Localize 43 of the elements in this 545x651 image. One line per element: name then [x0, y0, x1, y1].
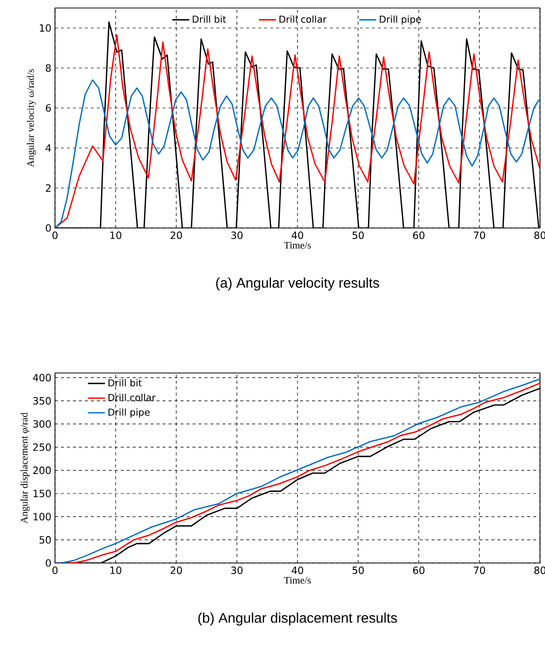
- y-tick-label: 250: [33, 443, 51, 451]
- y-tick-label: 4: [46, 144, 51, 152]
- x-tick-label: 60: [413, 566, 424, 574]
- y-tick-label: 0: [46, 224, 51, 232]
- x-tick-label: 50: [352, 566, 364, 574]
- y-tick-label: 0: [46, 559, 51, 567]
- x-tick-label: 40: [292, 566, 304, 574]
- text: (a) Angular velocity results: [216, 278, 380, 291]
- x-tick-label: 30: [231, 566, 243, 574]
- legend-label: Drill collar: [108, 394, 156, 402]
- x-tick-label: 30: [231, 232, 243, 240]
- legend-label: Drill bit: [108, 379, 142, 386]
- y-tick-label: 6: [46, 104, 51, 112]
- y-tick-label: 350: [33, 397, 51, 405]
- y-tick-label: 400: [32, 374, 51, 382]
- x-tick-label: 20: [170, 232, 182, 240]
- x-tick-label: 10: [110, 232, 122, 240]
- x-tick-label: 0: [52, 232, 58, 240]
- y-tick-label: 10: [40, 24, 51, 32]
- x-tick-label: 40: [292, 232, 304, 240]
- y-tick-label: 300: [33, 420, 51, 428]
- x-tick-label: 60: [413, 232, 424, 240]
- x-tick-label: 70: [474, 566, 486, 574]
- x-tick-label: 50: [352, 232, 364, 240]
- y-axis-title: Angular displacement φ/rad: [20, 412, 30, 524]
- y-tick-label: 50: [40, 536, 51, 544]
- x-tick-label: 70: [474, 232, 486, 240]
- y-tick-label: 8: [46, 64, 51, 72]
- legend-label: Drill pipe: [108, 408, 150, 418]
- y-tick-label: 2: [46, 184, 50, 192]
- y-axis-title: Angular velocity ω/rad/s: [26, 69, 36, 168]
- x-tick-label: 20: [170, 566, 182, 574]
- legend-label: Drill pipe: [380, 15, 421, 25]
- legend-label: Drill bit: [192, 15, 226, 23]
- y-tick-label: 100: [34, 512, 51, 520]
- text: (b) Angular displacement results: [198, 612, 397, 626]
- y-tick-label: 200: [33, 466, 51, 474]
- legend-label: Drill collar: [280, 15, 327, 23]
- x-tick-label: 0: [52, 566, 58, 574]
- y-tick-label: 150: [34, 490, 51, 498]
- x-axis-title: Time/s: [284, 576, 311, 584]
- x-axis-title: Time/s: [284, 242, 311, 249]
- x-tick-label: 10: [110, 566, 122, 574]
